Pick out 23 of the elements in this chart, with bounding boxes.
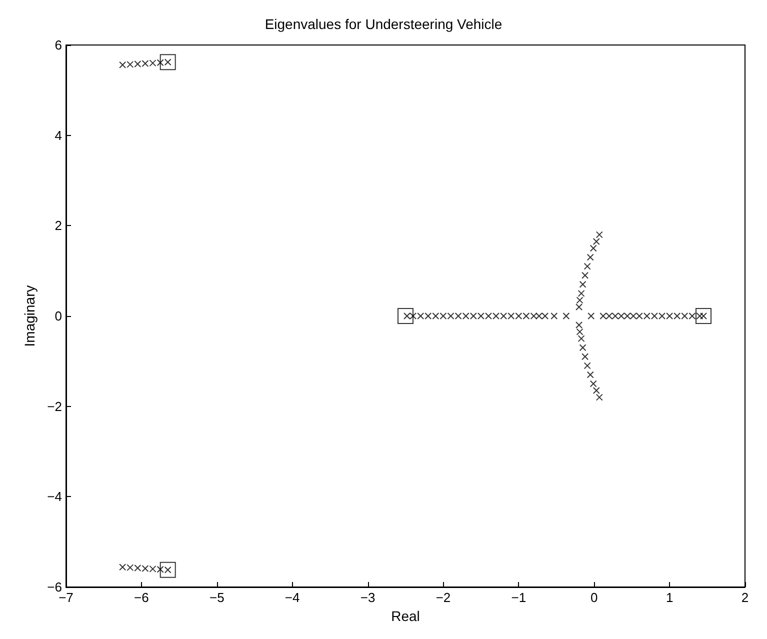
x-tick-label: −2	[436, 590, 451, 605]
y-tick-label: 4	[54, 128, 62, 143]
y-tick-label: −4	[47, 489, 62, 504]
y-tick-label: 6	[54, 38, 62, 52]
y-tick-label: 2	[54, 218, 62, 234]
x-tick-label: 0	[590, 590, 598, 605]
x-axis-title: Real	[391, 608, 420, 624]
x-tick-label: −1	[511, 590, 526, 605]
y-tick-label: −6	[47, 580, 62, 594]
x-tick-label: −3	[360, 590, 376, 605]
chart-title: Eigenvalues for Understeering Vehicle	[264, 16, 502, 32]
point	[160, 54, 176, 70]
x-tick-label: −4	[284, 590, 300, 605]
x-tick-label: 1	[666, 590, 674, 605]
x-tick-label: 2	[741, 590, 749, 605]
y-axis-title: Imaginary	[21, 285, 38, 347]
x-tick-label: −6	[134, 590, 149, 605]
y-tick-label: 0	[54, 308, 62, 324]
point	[160, 562, 176, 578]
point	[398, 308, 414, 324]
x-tick-label: −5	[209, 590, 224, 605]
y-tick-label: −2	[47, 398, 62, 414]
point	[696, 308, 712, 324]
